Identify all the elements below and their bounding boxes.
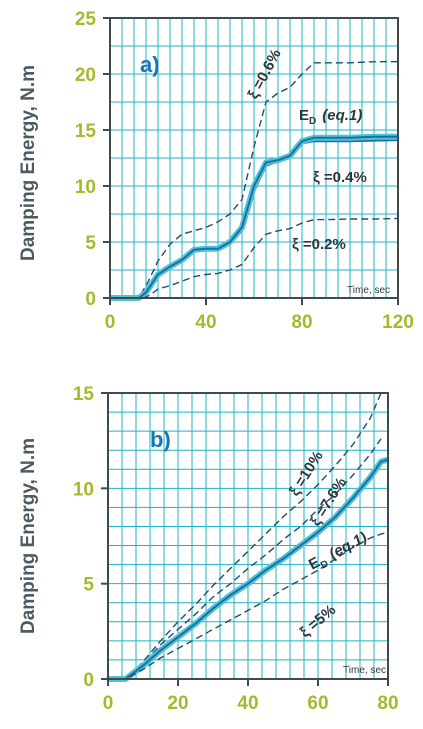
label-ed-b-sub: D: [319, 558, 331, 571]
x-axis-label-b: Time, sec: [343, 665, 386, 676]
y-tick-label: 20: [75, 65, 96, 86]
y-tick-label: 15: [73, 384, 95, 405]
x-tick-label: 0: [105, 312, 116, 333]
series-b: [108, 392, 389, 682]
label-xi-10: ξ =10%: [286, 448, 327, 499]
chart-b: 0 20 40 60 80 0 5 10 15 Damping Energy, N.m Time…: [18, 384, 399, 714]
y-tick-label: 10: [73, 479, 94, 500]
y-tick-label: 0: [83, 670, 94, 691]
series-b-3: [108, 531, 389, 680]
panel-label-a: a): [140, 52, 160, 77]
x-tick-label: 0: [103, 693, 114, 714]
y-tick-label: 10: [75, 177, 96, 198]
series-b-2-line: [108, 458, 389, 680]
x-tick-label: 120: [382, 312, 414, 333]
ticks-a: 0 40 80 120 0 5 10 15 20 25: [75, 9, 414, 333]
y-tick-label: 5: [83, 575, 94, 596]
label-ed-a-main: E: [299, 107, 309, 124]
x-tick-label: 80: [291, 312, 312, 333]
series-b-0: [108, 392, 382, 680]
plot-frame-a: [109, 17, 399, 299]
label-ed-a-sub: D: [309, 116, 316, 127]
y-tick-label: 15: [75, 121, 97, 142]
series-a-2-line: [110, 135, 398, 299]
x-tick-label: 40: [237, 693, 258, 714]
label-ed-a: ED (eq.1): [299, 107, 362, 127]
label-xi-0.2: ξ =0.2%: [292, 236, 346, 253]
x-tick-label: 40: [195, 312, 216, 333]
y-tick-label: 25: [75, 9, 97, 30]
series-a-3: [110, 217, 399, 299]
y-axis-label-b: Damping Energy, N.m: [18, 438, 39, 634]
ticks-b: 0 20 40 60 80 0 5 10 15: [73, 384, 399, 714]
x-tick-label: 80: [377, 693, 398, 714]
x-axis-label-a: Time, sec: [347, 285, 390, 296]
y-axis-label-a: Damping Energy, N.m: [18, 65, 39, 261]
label-xi-0.4: ξ =0.4%: [313, 169, 367, 186]
x-tick-label: 20: [167, 693, 188, 714]
series-b-1: [108, 438, 382, 680]
panel-label-b: b): [150, 427, 171, 452]
label-ed-b-eq: (eq.1): [326, 529, 369, 563]
x-tick-label: 60: [307, 693, 328, 714]
y-tick-label: 5: [85, 233, 96, 254]
y-tick-label: 0: [85, 289, 96, 310]
series-a: [110, 61, 399, 301]
chart-a: 0 40 80 120 0 5 10 15 20 25 Damping Energy, N.m T…: [18, 9, 414, 333]
label-ed-a-eq: (eq.1): [322, 107, 362, 124]
series-a-0: [110, 61, 398, 299]
